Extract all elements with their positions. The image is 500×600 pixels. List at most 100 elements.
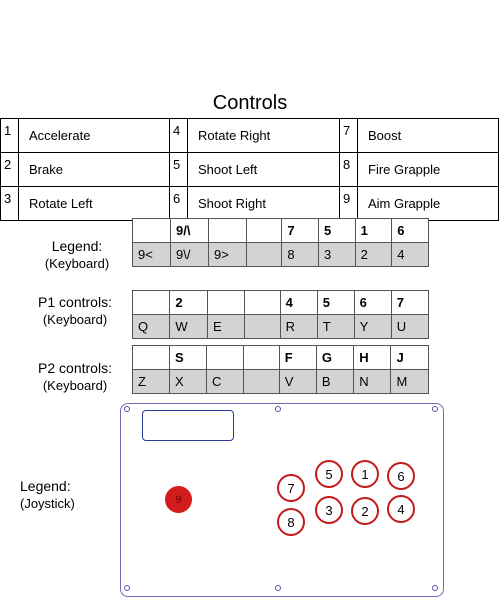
start-panel [142,410,234,441]
key-cell: N [353,369,392,394]
key-cell: 2 [169,290,209,315]
joystick-button: 7 [277,474,305,502]
key-cell: 5 [316,290,355,315]
joystick-ball: 9 [165,486,192,513]
key-cell: Q [131,314,171,339]
joystick-button: 8 [277,508,305,536]
screw-icon [275,585,281,591]
p2-line2: (Keyboard) [42,378,108,393]
key-cell: 3 [318,242,356,267]
grid-row-top: 9/\ 7 5 1 6 [131,218,429,243]
control-label: Fire Grapple [357,152,499,187]
controls-table: 1 Accelerate 4 Rotate Right 7 Boost 2 Br… [0,118,499,221]
p2-line1: P2 controls: [38,360,112,376]
key-cell: C [206,369,245,394]
key-cell: X [168,369,208,394]
key-cell: W [169,314,209,339]
key-cell [244,314,281,339]
screw-icon [124,406,130,412]
screw-icon [432,406,438,412]
grid-row-bottom: Q W E R T Y U [131,314,430,339]
screw-icon [432,585,438,591]
key-cell: 9> [208,242,248,267]
key-cell: Z [132,369,170,394]
p2-grid: S F G H J Z X C V B N M [132,345,429,394]
joystick-button: 5 [315,460,343,488]
control-label: Shoot Left [187,152,340,187]
key-cell [208,218,248,243]
key-cell [206,345,245,370]
control-number: 8 [339,152,358,187]
key-cell: 9< [131,242,172,267]
control-label: Accelerate [18,118,170,153]
key-cell: R [279,314,318,339]
control-number: 6 [169,186,188,221]
key-cell: B [315,369,355,394]
key-cell: U [390,314,430,339]
key-cell: 4 [391,242,429,267]
key-cell [132,345,170,370]
joystick-button: 2 [351,497,379,525]
key-cell: S [168,345,208,370]
grid-row-bottom: Z X C V B N M [132,369,429,394]
key-cell: H [353,345,392,370]
key-cell [131,218,172,243]
control-number: 4 [169,118,188,153]
controls-row: 2 Brake 5 Shoot Left 8 Fire Grapple [0,152,499,187]
key-cell: 5 [318,218,356,243]
key-cell: 7 [281,218,320,243]
grid-row-top: 2 4 5 6 7 [131,290,430,315]
key-cell: 8 [281,242,320,267]
control-number: 5 [169,152,188,187]
key-cell: J [390,345,429,370]
key-cell: Y [353,314,392,339]
grid-row-top: S F G H J [132,345,429,370]
key-cell: G [315,345,355,370]
legend-keyboard-grid: 9/\ 7 5 1 6 9< 9\/ 9> 8 3 2 4 [131,218,429,267]
control-label: Brake [18,152,170,187]
control-number: 2 [0,152,19,187]
joystick-button: 6 [387,462,415,490]
key-cell: E [207,314,246,339]
key-cell: T [316,314,355,339]
page-title: Controls [212,92,288,114]
key-cell [131,290,171,315]
legend-joystick-line2: (Joystick) [20,496,75,511]
screw-icon [124,585,130,591]
control-number: 3 [0,186,19,221]
key-cell: F [278,345,317,370]
key-cell [246,242,283,267]
key-cell: V [278,369,317,394]
key-cell: M [390,369,429,394]
key-cell: 9\/ [170,242,210,267]
controls-row: 3 Rotate Left 6 Shoot Right 9 Aim Grappl… [0,186,499,221]
legend-keyboard-line1: Legend: [51,238,103,254]
controls-row: 1 Accelerate 4 Rotate Right 7 Boost [0,118,499,153]
control-label: Rotate Right [187,118,340,153]
control-number: 1 [0,118,19,153]
joystick-button: 1 [351,460,379,488]
key-cell [243,345,280,370]
control-label: Rotate Left [18,186,170,221]
grid-row-bottom: 9< 9\/ 9> 8 3 2 4 [131,242,429,267]
p1-line1: P1 controls: [38,294,112,310]
p2-controls-label: P2 controls: (Keyboard) [30,360,120,394]
screw-icon [275,406,281,412]
key-cell [243,369,280,394]
joystick-button: 3 [315,496,343,524]
key-cell: 1 [354,218,393,243]
key-cell: 4 [279,290,318,315]
control-number: 9 [339,186,358,221]
key-cell: 9/\ [170,218,210,243]
key-cell: 6 [391,218,429,243]
key-cell: 7 [390,290,430,315]
p1-controls-label: P1 controls: (Keyboard) [30,294,120,328]
key-cell [244,290,281,315]
control-label: Aim Grapple [357,186,499,221]
key-cell [246,218,283,243]
joystick-button: 4 [387,495,415,523]
p1-line2: (Keyboard) [42,312,108,327]
key-cell [207,290,246,315]
p1-grid: 2 4 5 6 7 Q W E R T Y U [131,290,430,339]
key-cell: 2 [354,242,393,267]
